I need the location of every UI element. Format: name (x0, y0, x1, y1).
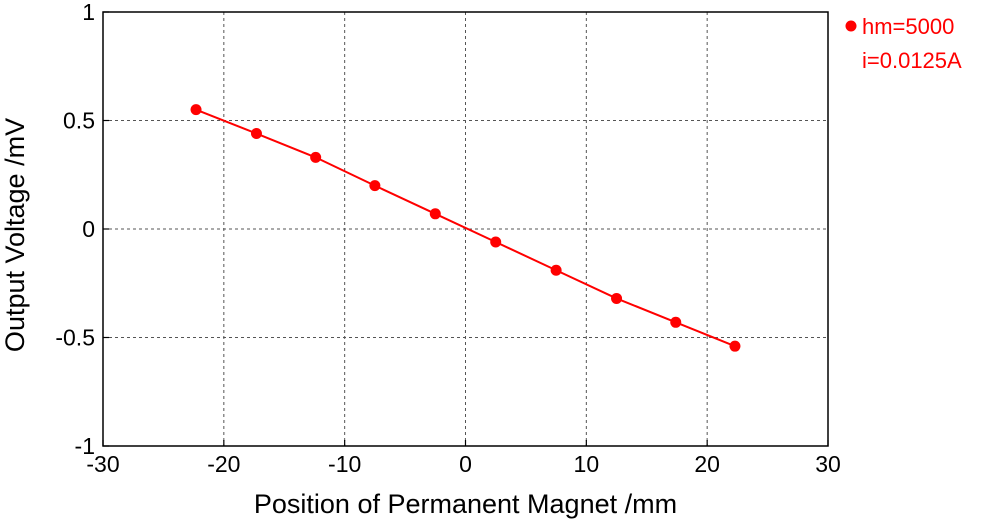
y-axis-ticks: -1 -0.5 0 0.5 1 (55, 0, 109, 459)
data-point (250, 128, 262, 140)
x-tick-label: 10 (574, 451, 600, 477)
y-tick-label: -1 (75, 433, 95, 459)
x-tick-label: 0 (459, 451, 472, 477)
x-tick-label: -10 (328, 451, 361, 477)
data-point (670, 316, 682, 328)
x-tick-label: 30 (815, 451, 841, 477)
y-tick-label: 0.5 (63, 108, 95, 134)
data-point (369, 180, 381, 192)
x-tick-label: -30 (86, 451, 119, 477)
data-point (729, 340, 741, 352)
data-point (490, 236, 502, 248)
legend-label-line-2: i=0.0125A (862, 48, 962, 73)
y-tick-label: -0.5 (55, 325, 95, 351)
series-line (195, 108, 736, 348)
data-point (190, 104, 202, 116)
legend-label-line-1: hm=5000 (862, 14, 954, 39)
data-point (429, 208, 441, 220)
legend: hm=5000 i=0.0125A (845, 14, 962, 73)
y-tick-label: 1 (82, 0, 95, 25)
x-axis-ticks: -30 -20 -10 0 10 20 30 (86, 440, 841, 477)
data-point (550, 264, 562, 276)
x-tick-label: -20 (207, 451, 240, 477)
data-point (310, 151, 322, 163)
x-axis-label: Position of Permanent Magnet /mm (254, 489, 677, 519)
data-point (611, 292, 623, 304)
y-tick-label: 0 (82, 216, 95, 242)
x-tick-label: 20 (694, 451, 720, 477)
legend-marker (845, 20, 857, 32)
y-axis-label: Output Voltage /mV (0, 118, 30, 352)
series-layer (190, 104, 741, 352)
